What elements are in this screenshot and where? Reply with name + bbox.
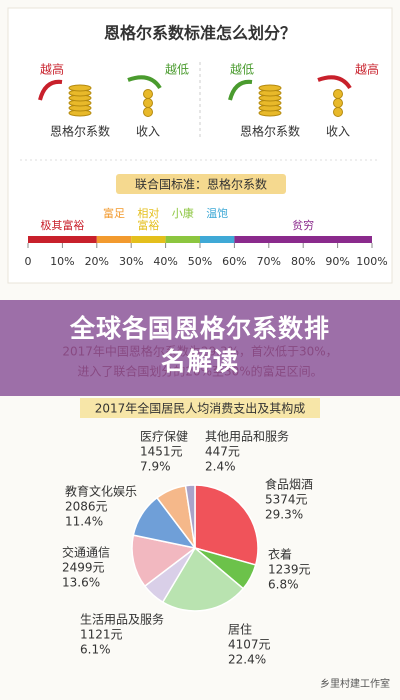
slice-label: 22.4% [228, 653, 266, 667]
pie-title: 2017年全国居民人均消费支出及其构成 [95, 401, 306, 416]
scale-tick-label: 0 [25, 255, 32, 268]
scale-band [200, 236, 235, 243]
slice-label: 2.4% [205, 460, 236, 474]
scale-tick-label: 50% [188, 255, 212, 268]
slice-label: 1121元 [80, 628, 123, 642]
band-label: 温饱 [206, 207, 229, 220]
pie-slice [161, 546, 245, 612]
coin-icon [258, 84, 282, 92]
panel-caption: 收入 [326, 125, 350, 139]
scale-title-box [116, 174, 286, 194]
slice-label: 1451元 [140, 445, 183, 459]
pie-slice [194, 484, 259, 566]
coin-icon [333, 89, 343, 99]
pie-slice [184, 484, 196, 549]
coin-icon [143, 98, 153, 108]
panel-label: 越低 [165, 63, 189, 77]
slice-label: 其他用品和服务 [205, 429, 289, 444]
pie-title-box [80, 398, 320, 418]
scale-tick-label: 60% [222, 255, 246, 268]
slice-label: 11.4% [65, 515, 103, 529]
scale-title: 联合国标准：恩格尔系数 [135, 177, 267, 192]
slice-label: 6.8% [268, 578, 299, 592]
scale-tick-label: 100% [356, 255, 387, 268]
scale-band [165, 236, 200, 243]
arrow-icon [127, 75, 162, 90]
scale-tick-label: 20% [85, 255, 109, 268]
banner [0, 300, 400, 396]
slice-label: 4107元 [228, 638, 271, 652]
pie-slice [131, 534, 197, 588]
band-label: 小康 [171, 207, 194, 220]
slice-label: 5374元 [265, 493, 308, 507]
arrow-icon [228, 79, 253, 101]
panel-caption: 恩格尔系数 [240, 124, 300, 139]
banner-title: 全球各国恩格尔系数排名解读 [69, 314, 330, 376]
coin-icon [143, 107, 153, 117]
slice-label: 6.1% [80, 643, 111, 657]
scale-band [234, 236, 372, 243]
slice-label: 教育文化娱乐 [65, 484, 137, 499]
scale-tick-label: 70% [257, 255, 281, 268]
slice-label: 2499元 [62, 561, 105, 575]
scale-band [96, 236, 132, 243]
band-label: 贫穷 [292, 219, 315, 232]
scale-band [131, 236, 166, 243]
slice-label: 医疗保健 [140, 430, 188, 444]
watermark: 乡里村建工作室 [320, 677, 390, 690]
panel-label: 越高 [40, 62, 64, 77]
slice-label: 衣着 [268, 547, 292, 562]
slice-label: 交通通信 [62, 545, 110, 560]
panel-label: 越高 [355, 62, 379, 77]
slice-label: 29.3% [265, 508, 303, 522]
band-label: 富足 [103, 207, 125, 220]
scale-tick-label: 80% [291, 255, 315, 268]
scale-band [28, 236, 97, 243]
scale-tick-label: 30% [119, 255, 143, 268]
coin-icon [333, 107, 343, 117]
slice-label: 1239元 [268, 563, 311, 577]
slice-label: 食品烟酒 [265, 477, 313, 492]
scale-tick-label: 90% [325, 255, 349, 268]
coin-icon [143, 89, 153, 99]
band-label: 极其富裕 [40, 219, 85, 232]
panel-caption: 收入 [136, 125, 160, 139]
coin-icon [333, 98, 343, 108]
header-title: 恩格尔系数标准怎么划分？ [104, 24, 296, 43]
slice-label: 生活用品及服务 [80, 612, 164, 627]
slice-label: 居住 [228, 623, 252, 637]
scale-tick-label: 10% [50, 255, 74, 268]
panel-label: 越低 [230, 63, 254, 77]
slice-label: 7.9% [140, 460, 171, 474]
band-label: 相对富裕 [137, 207, 160, 232]
slice-label: 13.6% [62, 576, 100, 590]
coin-icon [68, 84, 92, 92]
scale-tick-label: 40% [153, 255, 177, 268]
slice-label: 447元 [205, 445, 240, 459]
arrow-icon [317, 75, 352, 90]
arrow-icon [38, 79, 63, 101]
panel-caption: 恩格尔系数 [50, 124, 110, 139]
slice-label: 2086元 [65, 500, 108, 514]
